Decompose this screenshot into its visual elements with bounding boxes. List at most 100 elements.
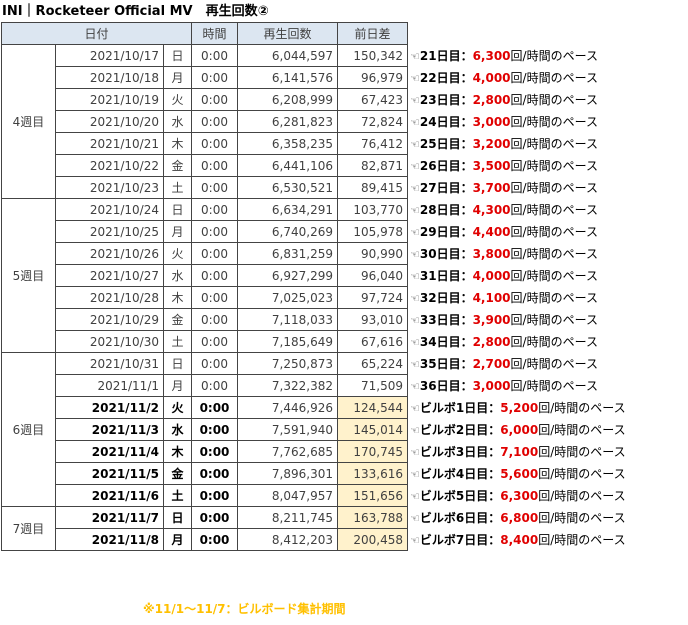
weekday-cell: 木: [163, 132, 192, 155]
pace-suffix: 回/時間のペース: [510, 115, 598, 129]
pace-suffix: 回/時間のペース: [510, 93, 598, 107]
time-cell: 0:00: [191, 132, 238, 155]
pace-note: ☜33日目：3,900回/時間のペース: [408, 309, 684, 331]
weekday-cell: 月: [163, 374, 192, 397]
plays-cell: 6,530,521: [237, 176, 338, 199]
time-cell: 0:00: [191, 220, 238, 243]
time-cell: 0:00: [191, 154, 238, 177]
plays-cell: 7,185,649: [237, 330, 338, 353]
day-count-label: 31日目：: [419, 269, 473, 283]
pace-suffix: 回/時間のペース: [538, 401, 626, 415]
pace-note: ☜ビルボ5日目：6,300回/時間のペース: [408, 485, 684, 507]
pointing-hand-icon: ☜: [410, 116, 420, 129]
diff-cell: 67,423: [337, 88, 408, 111]
time-cell: 0:00: [191, 440, 238, 463]
date-cell: 2021/10/20: [55, 110, 164, 133]
diff-cell: 133,616: [337, 462, 408, 485]
table-row: 2021/10/27 水 0:00 6,927,299 96,040 ☜31日目：4,00…: [2, 264, 684, 287]
pace-value: 5,600: [500, 467, 539, 481]
pace-note: ☜23日目：2,800回/時間のペース: [408, 89, 684, 111]
pointing-hand-icon: ☜: [410, 226, 420, 239]
header-row: 日付 時間 再生回数 前日差: [1, 22, 684, 45]
pointing-hand-icon: ☜: [410, 468, 420, 481]
time-cell: 0:00: [191, 352, 238, 375]
day-count-label: 27日目：: [419, 181, 473, 195]
date-cell: 2021/10/24: [55, 198, 164, 221]
pointing-hand-icon: ☜: [410, 248, 420, 261]
diff-cell: 71,509: [337, 374, 408, 397]
diff-cell: 97,724: [337, 286, 408, 309]
time-cell: 0:00: [191, 484, 238, 507]
time-cell: 0:00: [191, 308, 238, 331]
date-cell: 2021/11/6: [55, 484, 164, 507]
plays-cell: 7,025,023: [237, 286, 338, 309]
pace-value: 3,000: [472, 115, 511, 129]
diff-cell: 150,342: [337, 44, 408, 67]
date-cell: 2021/10/19: [55, 88, 164, 111]
pace-note: ☜27日目：3,700回/時間のペース: [408, 177, 684, 199]
day-count-label: 26日目：: [419, 159, 473, 173]
weekday-cell: 水: [163, 264, 192, 287]
date-cell: 2021/10/27: [55, 264, 164, 287]
pace-note: ☜22日目：4,000回/時間のペース: [408, 67, 684, 89]
diff-cell: 72,824: [337, 110, 408, 133]
pace-value: 4,300: [472, 203, 511, 217]
table-row: 7週目 2021/11/7 日 0:00 8,211,745 163,788 ☜ビルボ6日目…: [1, 506, 684, 551]
pace-note: ☜ビルボ2日目：6,000回/時間のペース: [408, 419, 684, 441]
diff-cell: 67,616: [337, 330, 408, 353]
pointing-hand-icon: ☜: [410, 512, 420, 525]
pace-suffix: 回/時間のペース: [510, 159, 598, 173]
diff-cell: 96,979: [337, 66, 408, 89]
table-row: 2021/10/19 火 0:00 6,208,999 67,423 ☜23日目：2,80…: [2, 88, 684, 111]
plays-cell: 6,141,576: [237, 66, 338, 89]
pace-note: ☜36日目：3,000回/時間のペース: [408, 375, 684, 397]
date-cell: 2021/10/21: [55, 132, 164, 155]
pace-suffix: 回/時間のペース: [538, 511, 626, 525]
pace-suffix: 回/時間のペース: [538, 445, 626, 459]
pointing-hand-icon: ☜: [410, 534, 420, 547]
day-count-label: 23日目：: [419, 93, 473, 107]
pace-suffix: 回/時間のペース: [538, 423, 626, 437]
time-cell: 0:00: [191, 242, 238, 265]
weekday-cell: 土: [163, 176, 192, 199]
pace-value: 4,100: [472, 291, 511, 305]
pace-value: 8,400: [500, 533, 539, 547]
weekday-cell: 土: [163, 330, 192, 353]
plays-cell: 7,762,685: [237, 440, 338, 463]
plays-cell: 7,446,926: [237, 396, 338, 419]
pace-note: ☜ビルボ3日目：7,100回/時間のペース: [408, 441, 684, 463]
plays-cell: 6,358,235: [237, 132, 338, 155]
pace-note: ☜26日目：3,500回/時間のペース: [408, 155, 684, 177]
table-row: 6週目 2021/10/31 日 0:00 7,250,873 65,224 ☜35日目：2…: [1, 352, 684, 507]
pointing-hand-icon: ☜: [410, 72, 420, 85]
day-count-label: 28日目：: [419, 203, 473, 217]
time-cell: 0:00: [191, 528, 238, 551]
pace-note: ☜24日目：3,000回/時間のペース: [408, 111, 684, 133]
footnote: ※11/1～11/7：ビルボード集計期間: [143, 602, 346, 616]
weekday-cell: 水: [163, 418, 192, 441]
pace-note: ☜30日目：3,800回/時間のペース: [408, 243, 684, 265]
plays-cell: 6,281,823: [237, 110, 338, 133]
pace-suffix: 回/時間のペース: [510, 269, 598, 283]
plays-cell: 8,211,745: [237, 506, 338, 529]
pace-note: ☜21日目：6,300回/時間のペース: [408, 45, 684, 67]
table-row: 2021/11/6 土 0:00 8,047,957 151,656 ☜ビルボ5日目：6,…: [2, 484, 684, 507]
pace-note: ☜31日目：4,000回/時間のペース: [408, 265, 684, 287]
pace-suffix: 回/時間のペース: [510, 335, 598, 349]
time-cell: 0:00: [191, 462, 238, 485]
pace-value: 6,000: [500, 423, 539, 437]
pace-value: 2,800: [472, 335, 511, 349]
plays-cell: 8,047,957: [237, 484, 338, 507]
pace-suffix: 回/時間のペース: [510, 313, 598, 327]
pace-value: 2,800: [472, 93, 511, 107]
pointing-hand-icon: ☜: [410, 402, 420, 415]
date-cell: 2021/10/23: [55, 176, 164, 199]
table-row: 2021/10/21 木 0:00 6,358,235 76,412 ☜25日目：3,20…: [2, 132, 684, 155]
diff-cell: 151,656: [337, 484, 408, 507]
pace-suffix: 回/時間のペース: [510, 291, 598, 305]
pace-value: 3,200: [472, 137, 511, 151]
table-row: 2021/11/3 水 0:00 7,591,940 145,014 ☜ビルボ2日目：6,…: [2, 418, 684, 441]
diff-cell: 93,010: [337, 308, 408, 331]
header-note-spacer: [408, 23, 684, 45]
weekday-cell: 金: [163, 462, 192, 485]
